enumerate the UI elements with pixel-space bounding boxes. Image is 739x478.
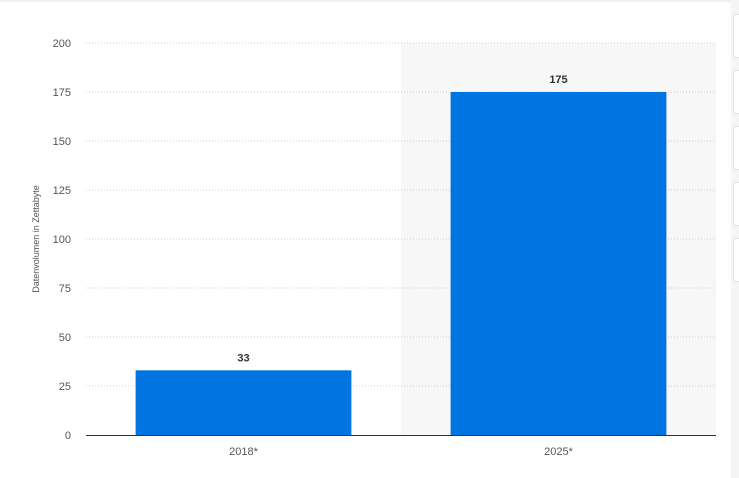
y-tick-label: 200 [53, 38, 71, 50]
y-tick-label: 0 [65, 430, 71, 442]
y-tick-label: 25 [59, 381, 71, 393]
side-tab[interactable] [733, 182, 739, 226]
side-tab[interactable] [733, 126, 739, 170]
bar[interactable] [450, 92, 667, 435]
y-tick-label: 50 [59, 332, 71, 344]
bar[interactable] [135, 370, 352, 435]
bar-value-label: 33 [237, 352, 249, 364]
bars [135, 92, 667, 435]
y-tick-label: 75 [59, 283, 71, 295]
value-labels: 33 175 [237, 74, 567, 364]
side-tab[interactable] [733, 70, 739, 114]
x-axis-ticks: 2018* 2025* [229, 446, 573, 458]
y-tick-label: 100 [53, 234, 71, 246]
y-tick-label: 175 [53, 87, 71, 99]
bar-value-label: 175 [549, 74, 567, 86]
side-tab[interactable] [733, 238, 739, 282]
x-tick-label: 2018* [229, 446, 258, 458]
top-border [0, 0, 739, 2]
y-tick-label: 125 [53, 185, 71, 197]
y-axis-title: Datenvolumen in Zettabyte [31, 185, 41, 293]
y-axis-ticks: 0 25 50 75 100 125 150 175 200 [53, 38, 71, 442]
x-tick-label: 2025* [544, 446, 573, 458]
side-tab[interactable] [733, 14, 739, 58]
y-tick-label: 150 [53, 136, 71, 148]
